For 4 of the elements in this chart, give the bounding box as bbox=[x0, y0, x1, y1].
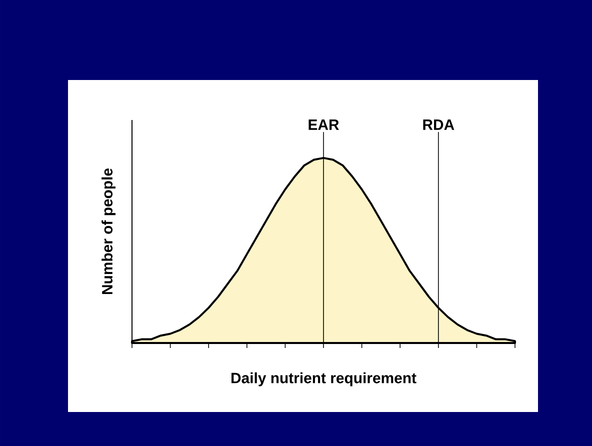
y-axis-title: Number of people bbox=[102, 168, 116, 294]
text: RDA bbox=[423, 120, 454, 130]
x-axis-title: Daily nutrient requirement bbox=[232, 372, 416, 386]
text: EAR bbox=[308, 120, 339, 130]
